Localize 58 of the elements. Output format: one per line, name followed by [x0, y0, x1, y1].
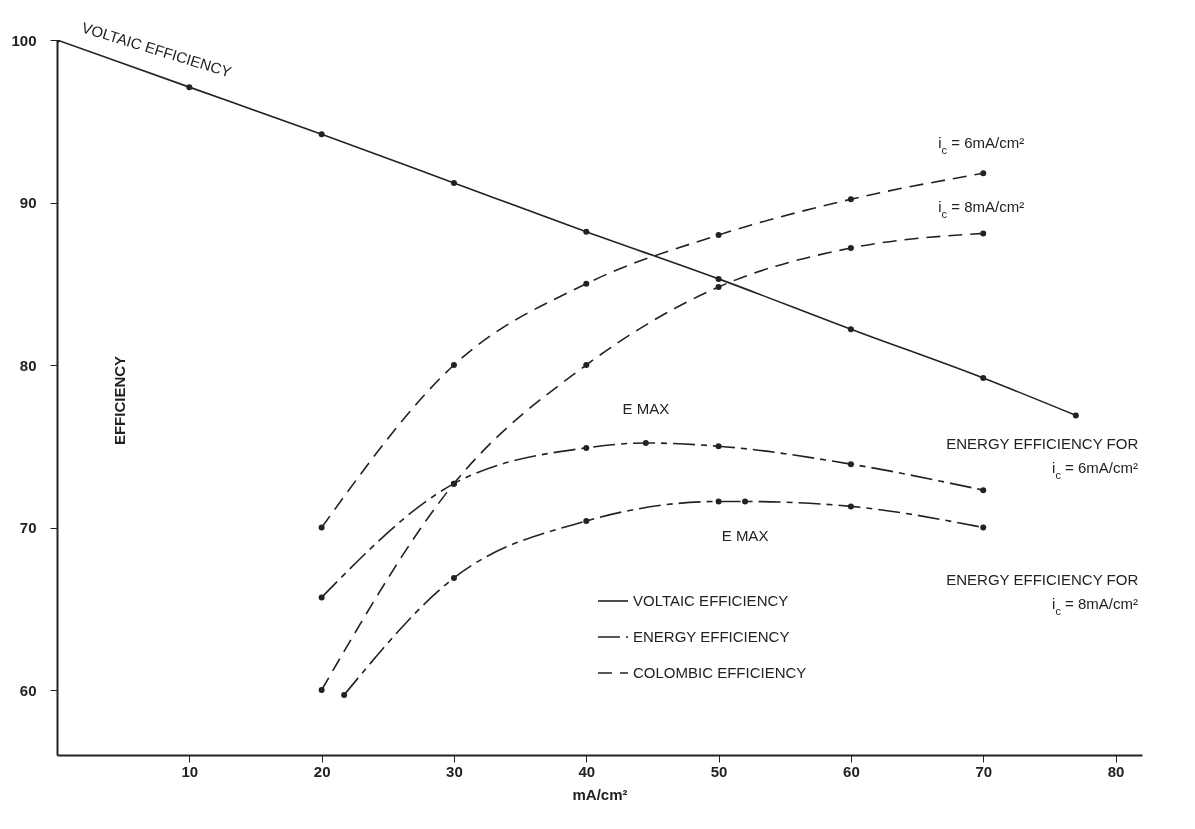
- point: [715, 232, 722, 238]
- point: [847, 326, 854, 333]
- point: [450, 362, 457, 368]
- legend-label: VOLTAIC EFFICIENCY: [633, 592, 789, 609]
- point: [980, 375, 987, 381]
- point: [341, 691, 348, 698]
- point: [715, 443, 722, 450]
- point: [642, 440, 649, 446]
- y-axis-title: EFFICIENCY: [110, 355, 128, 446]
- point: [583, 444, 590, 451]
- point: [583, 280, 590, 287]
- point: [847, 503, 854, 510]
- point: [847, 196, 854, 203]
- x-tick-label: 70: [975, 762, 993, 780]
- point: [450, 574, 457, 581]
- point: [318, 687, 325, 693]
- annotation: E MAX: [721, 526, 769, 544]
- x-axis-title: mA/cm²: [572, 785, 628, 803]
- y-tick-label: 60: [19, 681, 37, 699]
- point: [318, 131, 325, 138]
- point: [742, 498, 749, 505]
- point: [715, 284, 722, 290]
- point: [186, 84, 193, 91]
- point: [583, 228, 590, 235]
- point: [715, 275, 722, 282]
- x-tick-label: 40: [578, 762, 596, 780]
- y-tick-label: 70: [19, 519, 37, 536]
- point: [715, 498, 722, 505]
- point: [450, 180, 457, 186]
- annotation: i$_{c}$ = 8mA/cm²: [938, 198, 1025, 221]
- annotation: ENERGY EFFICIENCY FOR: [946, 435, 1139, 453]
- annotation: i$_{c}$ = 6mA/cm²: [938, 134, 1025, 157]
- point: [318, 524, 325, 531]
- point: [980, 230, 987, 237]
- annotation: E MAX: [622, 400, 670, 417]
- x-tick-label: 50: [710, 762, 728, 780]
- point: [980, 524, 987, 531]
- y-tick-label: 100: [11, 31, 37, 49]
- x-tick-label: 20: [313, 762, 331, 780]
- legend-label: ENERGY EFFICIENCY: [633, 628, 790, 645]
- point: [847, 245, 854, 251]
- x-tick-label: 60: [843, 762, 860, 780]
- legend-label: COLOMBIC EFFICIENCY: [633, 664, 807, 681]
- y-tick-label: 80: [19, 356, 37, 374]
- point: [980, 170, 987, 177]
- annotation: i$_{c}$ = 8mA/cm²: [1052, 595, 1138, 617]
- x-tick-label: 30: [446, 762, 463, 780]
- point: [318, 594, 325, 601]
- x-tick-label: 10: [181, 762, 199, 780]
- point: [1072, 412, 1079, 419]
- annotation: ENERGY EFFICIENCY FOR: [946, 570, 1139, 588]
- annotation: i$_{c}$ = 6mA/cm²: [1052, 459, 1138, 481]
- y-tick-label: 90: [19, 194, 37, 211]
- point: [583, 362, 590, 368]
- point: [847, 461, 854, 468]
- point: [583, 518, 590, 524]
- point: [980, 487, 987, 494]
- x-tick-label: 80: [1107, 762, 1125, 780]
